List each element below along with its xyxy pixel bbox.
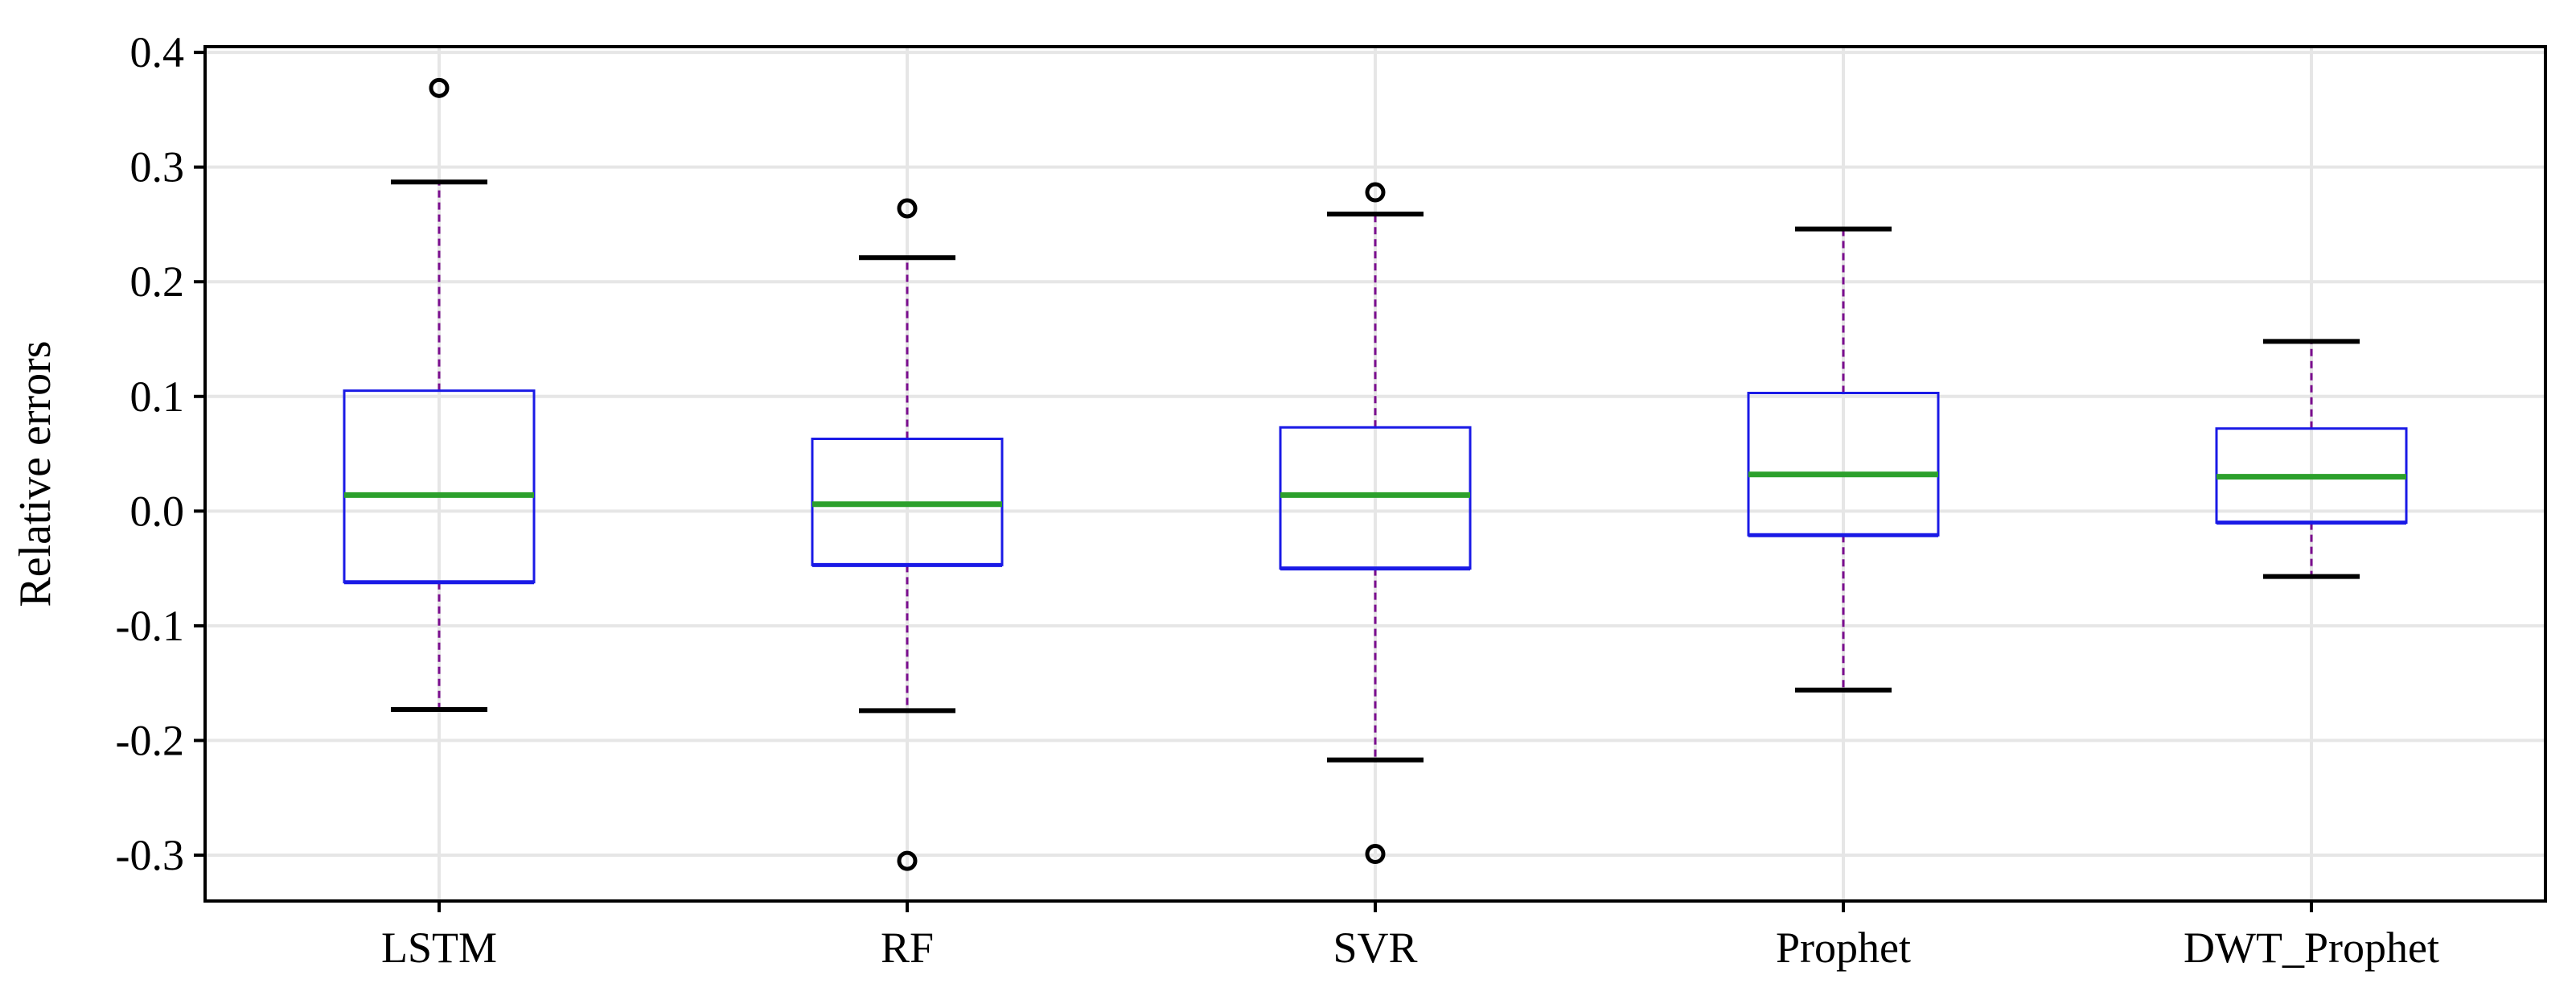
x-tick-label: SVR bbox=[1333, 924, 1417, 972]
y-tick-label: -0.2 bbox=[116, 716, 184, 764]
outlier-point bbox=[897, 850, 918, 871]
y-tick-label: 0.1 bbox=[130, 372, 185, 421]
x-tick-label: Prophet bbox=[1776, 924, 1911, 972]
grid-layer bbox=[205, 47, 2545, 901]
y-tick-label: 0.2 bbox=[130, 257, 185, 306]
outlier-point bbox=[897, 198, 918, 219]
y-tick-label: 0.0 bbox=[130, 487, 185, 535]
y-tick-label: -0.3 bbox=[116, 831, 184, 879]
y-tick-label: -0.1 bbox=[116, 602, 184, 650]
axis-layer: 0.4 0.3 0.2 0.1 0.0 -0.1 -0.2 -0.3 LSTM RF SVR Prop… bbox=[116, 28, 2439, 972]
outlier-point bbox=[1365, 182, 1386, 203]
y-tick-label: 0.3 bbox=[130, 143, 185, 191]
y-axis-title: Relative errors bbox=[10, 340, 60, 607]
outlier-point bbox=[429, 77, 450, 98]
x-tick-label: RF bbox=[881, 924, 934, 972]
outlier-point bbox=[1365, 844, 1386, 865]
marks-layer bbox=[343, 77, 2408, 871]
y-tick-label: 0.4 bbox=[130, 28, 185, 76]
x-tick-label: DWT_Prophet bbox=[2184, 924, 2439, 972]
x-tick-label: LSTM bbox=[381, 924, 497, 972]
